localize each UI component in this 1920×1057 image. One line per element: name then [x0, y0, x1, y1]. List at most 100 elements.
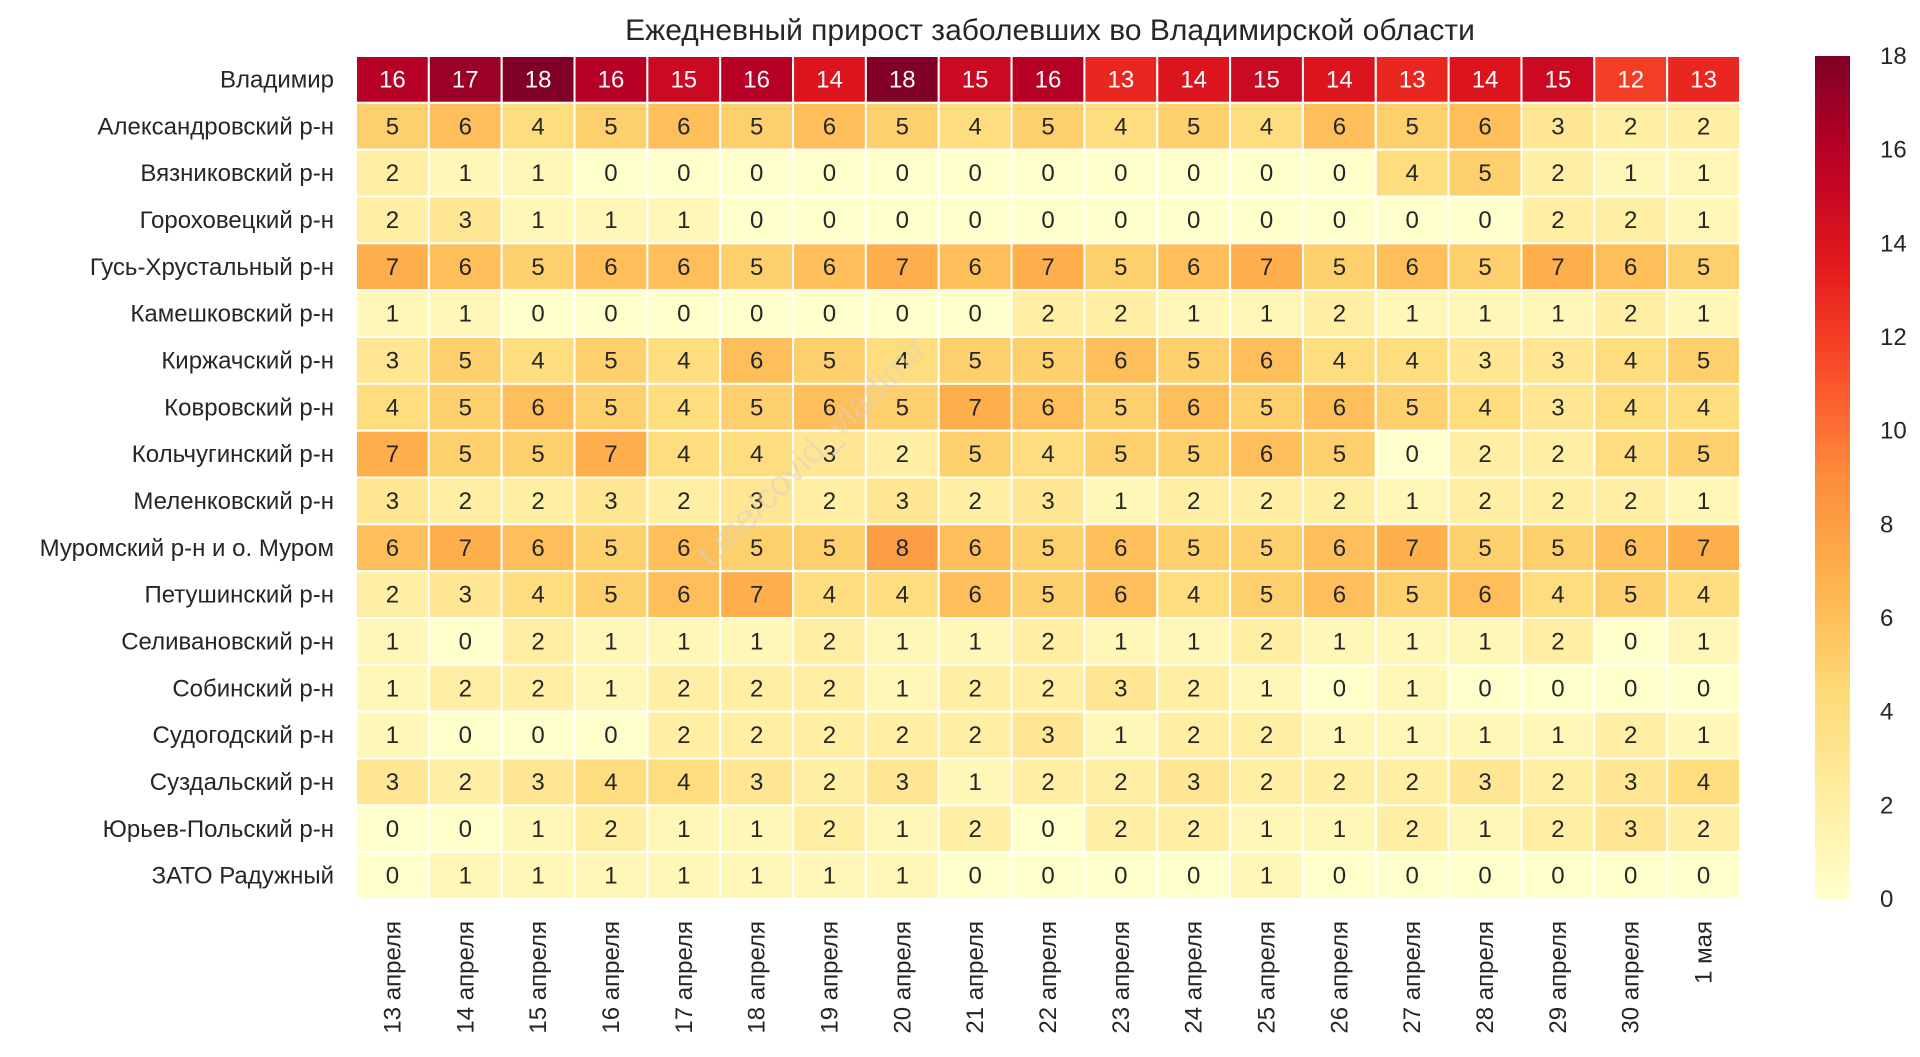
cell-value: 5: [750, 394, 763, 421]
heatmap-cell: [1083, 617, 1159, 666]
cell-value: 6: [750, 347, 763, 374]
cell-value: 0: [1260, 160, 1273, 187]
cell-value: 1: [1624, 160, 1637, 187]
cell-value: 2: [531, 488, 544, 515]
cell-value: 5: [604, 582, 617, 609]
heatmap-cell: [1520, 101, 1596, 151]
heatmap-cell: [1520, 289, 1596, 338]
cell-value: 5: [531, 441, 544, 468]
cell-value: 15: [670, 66, 697, 93]
heatmap-cell: [1301, 757, 1377, 807]
cell-value: 2: [823, 769, 836, 796]
heatmap-cell: [427, 570, 503, 620]
heatmap-cell: [1156, 148, 1232, 198]
cell-value: 3: [1624, 769, 1637, 796]
heatmap-cell: [500, 242, 576, 292]
row-labels: Владимир Александровский р-н Вязниковский …: [40, 66, 334, 889]
cell-value: 0: [459, 628, 472, 655]
heatmap-cell: [355, 242, 430, 292]
cell-value: 5: [386, 113, 399, 140]
heatmap-cell: [792, 851, 867, 901]
cell-value: 1: [1260, 816, 1273, 843]
heatmap-cell: [1156, 429, 1232, 479]
row-label: Ковровский р-н: [164, 394, 334, 421]
cell-value: 14: [816, 66, 843, 93]
cell-value: 14: [1326, 66, 1353, 93]
cell-value: 3: [1551, 347, 1564, 374]
heatmap-cell: [1374, 429, 1450, 479]
cell-value: 14: [1180, 66, 1207, 93]
cell-value: 1: [1697, 207, 1710, 234]
cell-value: 0: [823, 160, 836, 187]
cell-value: 0: [1478, 863, 1491, 890]
column-label: 13 апреля: [379, 921, 406, 1034]
cell-value: 1: [1478, 628, 1491, 655]
heatmap-cell: [1229, 710, 1304, 760]
cell-value: 15: [1545, 66, 1572, 93]
cell-value: 5: [459, 441, 472, 468]
cell-value: 1: [1697, 488, 1710, 515]
heatmap-cell: [1520, 382, 1596, 432]
cell-value: 2: [677, 488, 690, 515]
cell-value: 0: [1624, 863, 1637, 890]
heatmap-cell: [937, 289, 1013, 338]
cell-value: 6: [1624, 535, 1637, 562]
heatmap-cell: [500, 710, 576, 760]
cell-value: 0: [968, 160, 981, 187]
colorbar-tick-label: 16: [1880, 137, 1907, 164]
cell-value: 1: [386, 722, 399, 749]
heatmap-cell: [573, 804, 649, 854]
cell-value: 6: [1260, 441, 1273, 468]
cell-value: 2: [677, 675, 690, 702]
heatmap-cell: [573, 148, 649, 198]
heatmap-cell: [1301, 570, 1377, 620]
heatmap-cell: [646, 663, 722, 713]
cell-value: 1: [968, 628, 981, 655]
cell-value: 3: [386, 347, 399, 374]
heatmap-cell: [1083, 195, 1159, 245]
cell-value: 18: [889, 66, 916, 93]
cell-value: 2: [896, 722, 909, 749]
column-label: 18 апреля: [744, 921, 771, 1034]
cell-value: 1: [1187, 628, 1200, 655]
cell-value: 1: [750, 816, 763, 843]
cell-value: 5: [1333, 441, 1346, 468]
cell-value: 6: [968, 535, 981, 562]
heatmap-cell: [573, 663, 649, 713]
heatmap-cell: [1593, 617, 1669, 666]
heatmap-cell: [427, 242, 503, 292]
heatmap-cell: [1083, 242, 1159, 292]
heatmap-cell: [355, 523, 430, 573]
cell-value: 3: [1478, 769, 1491, 796]
heatmap-cell: [355, 55, 430, 104]
heatmap-cell: [1156, 476, 1232, 526]
heatmap-cell: [719, 570, 795, 620]
cell-value: 7: [1041, 254, 1054, 281]
heatmap-cell: [1374, 570, 1450, 620]
cell-value: 1: [1114, 488, 1127, 515]
cell-value: 1: [459, 863, 472, 890]
cell-value: 5: [459, 394, 472, 421]
cell-value: 5: [1478, 160, 1491, 187]
heatmap-cell: [1010, 148, 1086, 198]
cell-value: 6: [1041, 394, 1054, 421]
colorbar-tick-label: 2: [1880, 792, 1893, 819]
heatmap-cell: [573, 101, 649, 151]
column-label: 20 апреля: [889, 921, 916, 1034]
heatmap-cell: [792, 710, 867, 760]
heatmap-cell: [719, 851, 795, 901]
cell-value: 2: [1624, 488, 1637, 515]
cell-value: 2: [1187, 488, 1200, 515]
row-label: Муромский р-н и о. Муром: [40, 535, 334, 562]
cell-value: 2: [1551, 160, 1564, 187]
row-label: Владимир: [220, 66, 334, 93]
cell-value: 7: [459, 535, 472, 562]
cell-value: 0: [1187, 160, 1200, 187]
cell-value: 4: [896, 582, 909, 609]
cell-value: 2: [1624, 207, 1637, 234]
heatmap-cell: [1593, 757, 1669, 807]
cell-value: 5: [1041, 582, 1054, 609]
cell-value: 0: [1551, 863, 1564, 890]
cell-value: 6: [459, 113, 472, 140]
cell-value: 1: [677, 816, 690, 843]
